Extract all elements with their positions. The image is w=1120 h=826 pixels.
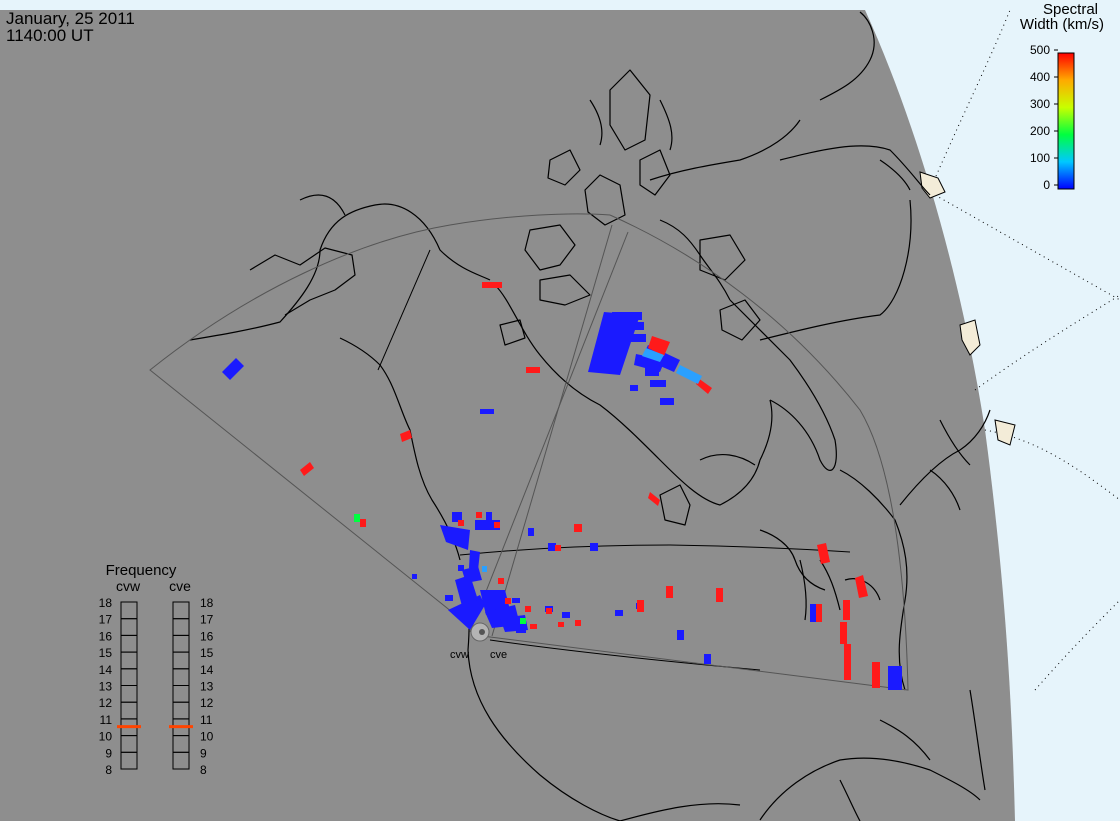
echo-cluster-near-radar [440,512,528,633]
frequency-tick-label: 13 [99,680,113,694]
frequency-tick-label: 14 [200,663,214,677]
radar-label-cvw: cvw [450,649,469,661]
frequency-scale-cve: 18 17 16 15 14 13 12 11 10 9 8 [169,596,214,777]
frequency-tick-label: 12 [99,696,113,710]
graticule [929,9,1120,691]
colorbar-tick-label: 500 [1030,43,1050,57]
frequency-tick-label: 15 [200,646,214,660]
frequency-tick-label: 9 [105,746,112,760]
frequency-tick-label: 14 [99,663,113,677]
frequency-tick-label: 9 [200,746,207,760]
radar-fov [149,213,909,691]
colorbar-tick-label: 0 [1043,178,1050,192]
frequency-scale-cvw: 18 17 16 15 14 13 12 11 10 9 8 [99,596,141,777]
colorbar-title-line1: Spectral [1043,1,1098,18]
frequency-tick-label: 11 [200,713,213,727]
frequency-tick-label: 17 [99,613,113,627]
frequency-tick-label: 16 [99,629,113,643]
colorbar-tick-label: 200 [1030,124,1050,138]
echo-scatter-green [354,514,526,624]
echo-data [222,282,902,690]
colorbar-tick-label: 100 [1030,151,1050,165]
frequency-cell [172,751,190,770]
frequency-tick-label: 10 [200,730,214,744]
frequency-tick-label: 10 [99,730,113,744]
frequency-tick-label: 18 [99,596,113,610]
colorbar-title-line2: Width (km/s) [1020,16,1104,33]
frequency-tick-label: 17 [200,613,214,627]
colorbar: Spectral Width (km/s) 500 400 300 200 100 0 [1020,1,1104,192]
echo-scatter-red [300,282,880,688]
frequency-tick-label: 8 [105,763,112,777]
colorbar-ticks: 500 400 300 200 100 0 [1030,43,1058,192]
frequency-tick-label: 18 [200,596,214,610]
echo-scatter-blue [222,312,902,690]
colorbar-tick-label: 400 [1030,70,1050,84]
colorbar-gradient [1057,52,1075,190]
frequency-tick-label: 12 [200,696,214,710]
frequency-panel: Frequency cvw cve 18 17 16 15 14 13 12 11 10 9 8 1… [99,562,214,777]
frequency-title: Frequency [106,562,177,579]
globe-disc [0,10,1015,821]
coastlines [189,11,991,822]
header-time: 1140:00 UT [6,26,94,45]
frequency-tick-label: 16 [200,629,214,643]
frequency-cell [120,751,138,770]
frequency-tick-label: 11 [100,713,113,727]
frequency-tick-label: 8 [200,763,207,777]
frequency-tick-label: 13 [200,680,214,694]
colorbar-tick-label: 300 [1030,97,1050,111]
radar-site [470,622,490,642]
header-date: January, 25 2011 [6,9,135,28]
frequency-label-cve: cve [169,578,191,594]
echo-scatter-cyan [482,348,702,572]
frequency-tick-label: 15 [99,646,113,660]
radar-label-cve: cve [490,649,507,661]
frequency-label-cvw: cvw [116,578,141,594]
